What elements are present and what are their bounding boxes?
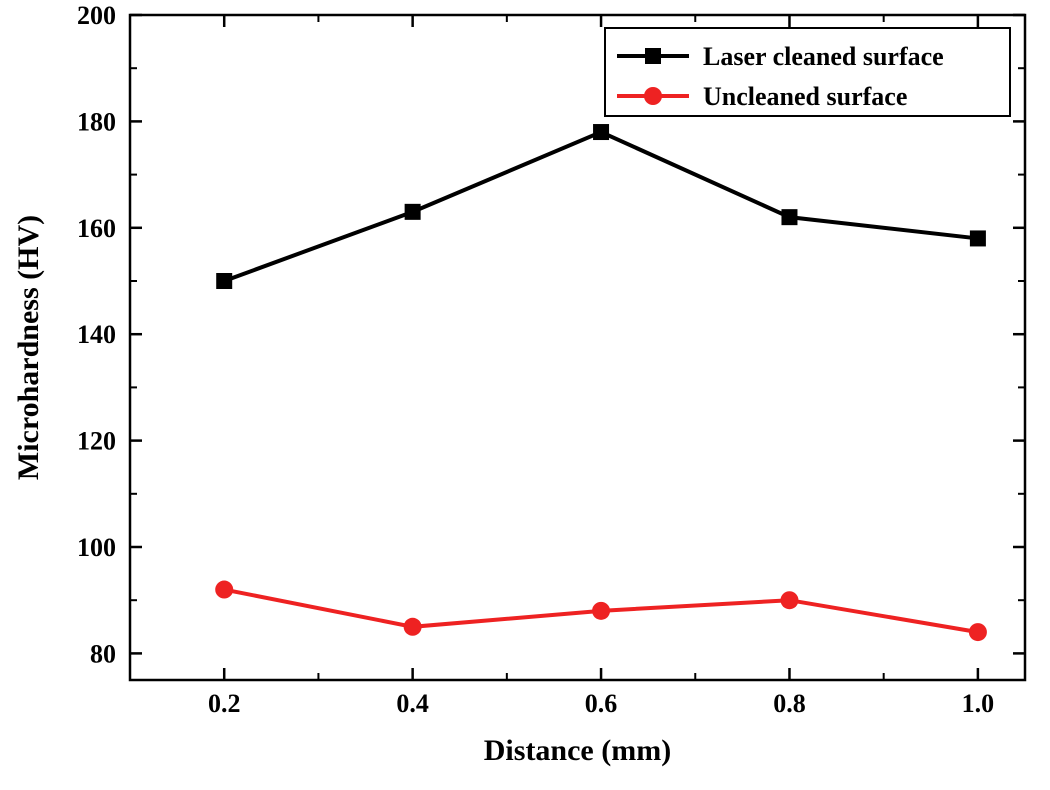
x-tick-label: 0.4: [396, 689, 429, 718]
series-marker-0: [781, 209, 797, 225]
y-tick-label: 160: [77, 214, 116, 243]
y-tick-label: 100: [77, 533, 116, 562]
legend-marker-0: [645, 48, 661, 64]
x-tick-label: 0.6: [585, 689, 618, 718]
legend-marker-1: [644, 87, 662, 105]
series-marker-0: [970, 230, 986, 246]
series-line-0: [224, 132, 978, 281]
x-tick-label: 0.2: [208, 689, 241, 718]
x-tick-label: 1.0: [962, 689, 995, 718]
series-marker-0: [216, 273, 232, 289]
y-axis-title: Microhardness (HV): [12, 215, 45, 480]
y-tick-label: 200: [77, 1, 116, 30]
legend-label-1: Uncleaned surface: [703, 82, 907, 111]
series-marker-1: [215, 581, 233, 599]
x-tick-label: 0.8: [773, 689, 806, 718]
y-tick-label: 140: [77, 320, 116, 349]
y-tick-label: 80: [90, 639, 116, 668]
series-marker-1: [592, 602, 610, 620]
chart-svg: 0.2 0.4 0.6 0.8 1.0 80 100 120 140 160 180 200 Dista…: [0, 0, 1050, 790]
x-axis-title: Distance (mm): [484, 734, 671, 767]
series-marker-0: [593, 124, 609, 140]
series-marker-0: [405, 204, 421, 220]
chart-container: 0.2 0.4 0.6 0.8 1.0 80 100 120 140 160 180 200 Dista…: [0, 0, 1050, 790]
y-tick-label: 120: [77, 427, 116, 456]
y-tick-label: 180: [77, 107, 116, 136]
series-marker-1: [969, 623, 987, 641]
legend-label-0: Laser cleaned surface: [703, 42, 944, 71]
series-marker-1: [780, 591, 798, 609]
series-marker-1: [404, 618, 422, 636]
